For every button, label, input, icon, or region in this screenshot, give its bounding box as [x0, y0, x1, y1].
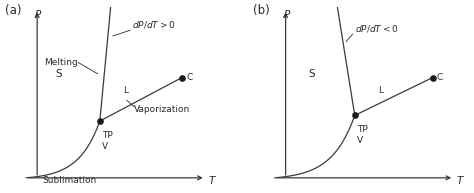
Text: TP: TP: [357, 125, 368, 134]
Text: L: L: [124, 86, 128, 95]
Text: C: C: [186, 73, 192, 82]
Text: L: L: [379, 86, 383, 95]
Text: $T$: $T$: [456, 174, 465, 186]
Text: $P$: $P$: [283, 8, 291, 20]
Text: (b): (b): [253, 4, 270, 17]
Text: $T$: $T$: [208, 174, 217, 186]
Text: S: S: [308, 69, 315, 79]
Text: $dP/dT < 0$: $dP/dT < 0$: [355, 23, 398, 34]
Text: $P$: $P$: [34, 8, 42, 20]
Text: $dP/dT > 0$: $dP/dT > 0$: [132, 19, 176, 30]
Text: V: V: [357, 136, 363, 145]
Text: V: V: [102, 142, 108, 151]
Text: Sublimation: Sublimation: [43, 176, 97, 185]
Text: C: C: [437, 73, 443, 82]
Text: S: S: [55, 69, 62, 79]
Text: Melting: Melting: [44, 58, 77, 67]
Text: TP: TP: [102, 130, 113, 140]
Text: Vaporization: Vaporization: [134, 105, 191, 114]
Text: (a): (a): [5, 4, 21, 17]
